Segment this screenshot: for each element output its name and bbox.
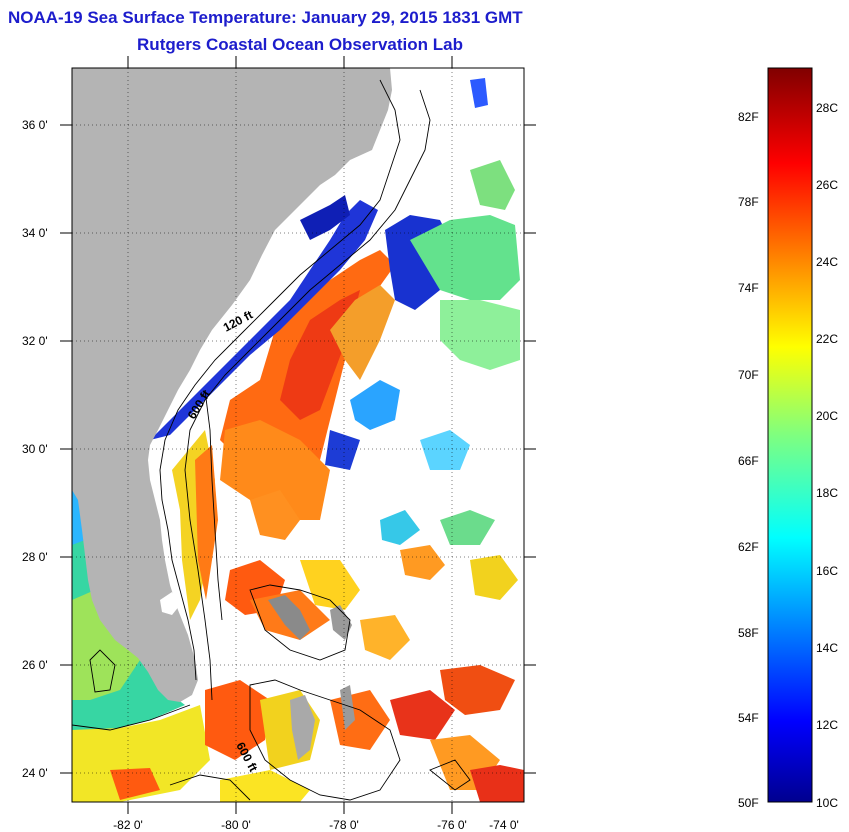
map-title: NOAA-19 Sea Surface Temperature: January… [8, 8, 523, 27]
lat-label: 30 0' [22, 442, 48, 456]
colorbar: 82F 78F 74F 70F 66F 62F 58F 54F 50F 28C … [738, 67, 838, 810]
svg-text:58F: 58F [738, 626, 759, 640]
svg-text:78F: 78F [738, 195, 759, 209]
svg-text:62F: 62F [738, 540, 759, 554]
svg-text:10C: 10C [816, 796, 838, 810]
lat-label: 26 0' [22, 658, 48, 672]
lon-label: -76 0' [437, 818, 467, 832]
svg-text:54F: 54F [738, 711, 759, 725]
lat-label: 28 0' [22, 550, 48, 564]
colorbar-gradient [767, 67, 813, 803]
longitude-labels: -82 0' -80 0' -78 0' -76 0' -74 0' [113, 818, 519, 832]
svg-text:82F: 82F [738, 110, 759, 124]
svg-text:74F: 74F [738, 281, 759, 295]
lon-label: -74 0' [489, 818, 519, 832]
svg-text:24C: 24C [816, 255, 838, 269]
map-subtitle: Rutgers Coastal Ocean Observation Lab [137, 35, 463, 54]
colorbar-fahrenheit-labels: 82F 78F 74F 70F 66F 62F 58F 54F 50F [738, 110, 759, 810]
svg-text:22C: 22C [816, 332, 838, 346]
axis-ticks [60, 56, 536, 814]
svg-text:18C: 18C [816, 486, 838, 500]
lon-label: -78 0' [329, 818, 359, 832]
latitude-labels: 36 0' 34 0' 32 0' 30 0' 28 0' 26 0' 24 0… [22, 118, 48, 780]
graticule [72, 68, 524, 802]
lat-label: 34 0' [22, 226, 48, 240]
lon-label: -82 0' [113, 818, 143, 832]
svg-text:12C: 12C [816, 718, 838, 732]
lat-label: 36 0' [22, 118, 48, 132]
svg-text:20C: 20C [816, 409, 838, 423]
svg-text:66F: 66F [738, 454, 759, 468]
lat-label: 24 0' [22, 766, 48, 780]
map-frame [71, 67, 525, 803]
bathymetry-contours [72, 79, 471, 801]
svg-text:70F: 70F [738, 368, 759, 382]
colorbar-celsius-labels: 28C 26C 24C 22C 20C 18C 16C 14C 12C 10C [816, 101, 838, 810]
svg-text:16C: 16C [816, 564, 838, 578]
svg-text:26C: 26C [816, 178, 838, 192]
svg-text:50F: 50F [738, 796, 759, 810]
map-panel: 120 ft 600 ft 600 ft [72, 68, 524, 802]
lon-label: -80 0' [221, 818, 251, 832]
svg-text:28C: 28C [816, 101, 838, 115]
lat-label: 32 0' [22, 334, 48, 348]
sst-data-layer [72, 78, 524, 802]
svg-text:14C: 14C [816, 641, 838, 655]
